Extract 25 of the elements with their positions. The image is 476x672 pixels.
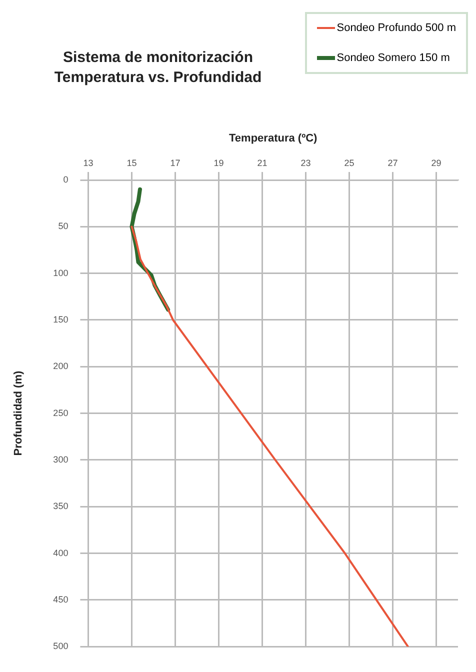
y-tick-label: 100	[53, 268, 68, 278]
legend-label: Sondeo Profundo 500 m	[336, 22, 456, 34]
y-tick-label: 50	[58, 221, 68, 232]
y-tick-label: 500	[53, 641, 68, 652]
x-tick-label: 19	[214, 158, 224, 168]
y-tick-label: 350	[53, 501, 68, 512]
y-tick-label: 450	[53, 594, 68, 604]
x-tick-label: 17	[170, 158, 180, 168]
chart-title: Sistema de monitorización Temperatura vs. Profundidad	[53, 48, 263, 88]
y-tick-label: 250	[53, 408, 68, 418]
y-axis-title: Profundidad (m)	[12, 370, 25, 456]
y-tick-label: 400	[53, 548, 68, 558]
x-axis-title: Temperatura (ºC)	[229, 132, 318, 145]
y-tick-label: 0	[63, 174, 68, 184]
x-tick-label: 27	[388, 158, 398, 168]
y-tick-label: 300	[53, 454, 68, 464]
x-tick-label: 25	[344, 158, 354, 168]
x-tick-label: 13	[83, 158, 94, 168]
x-tick-label: 15	[126, 158, 137, 168]
x-tick-label: 21	[257, 158, 268, 168]
x-tick-label: 23	[300, 158, 311, 168]
legend-label: Sondeo Somero 150 m	[336, 52, 450, 64]
y-tick-label: 200	[53, 361, 68, 372]
x-tick-label: 29	[431, 158, 442, 168]
y-tick-label: 150	[53, 314, 68, 324]
